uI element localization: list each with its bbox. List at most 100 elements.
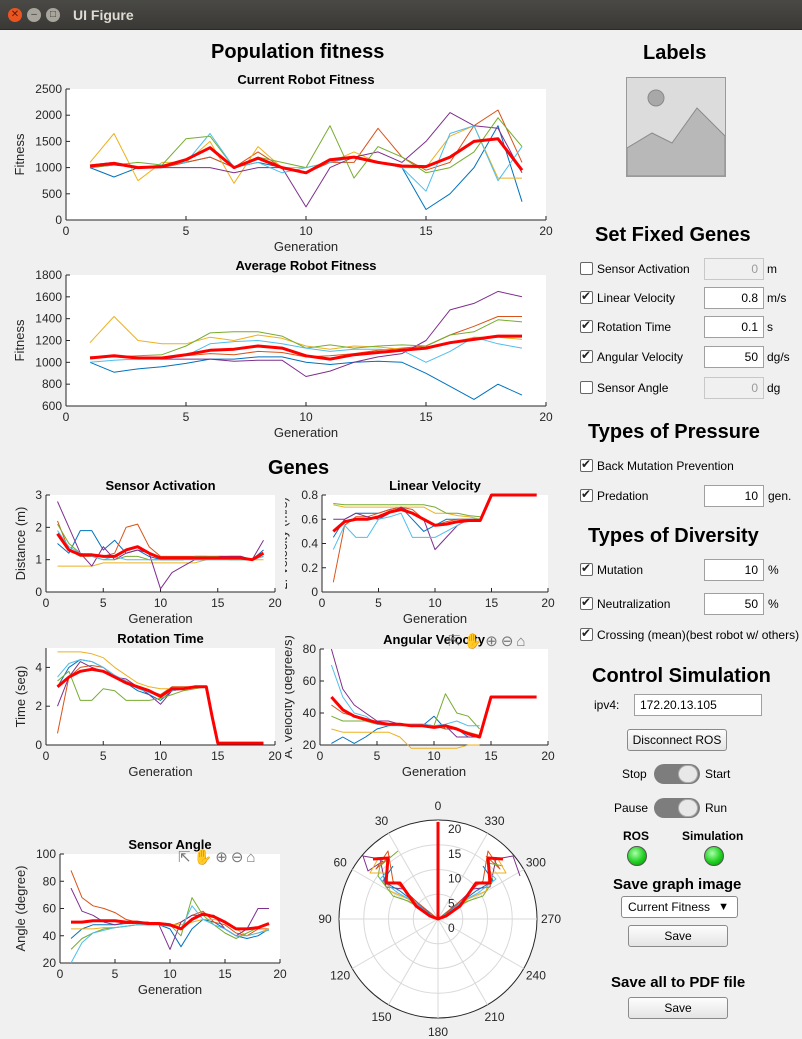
sensor-angle-chart[interactable]: 0 5 10 15 20 20 40 60 80 100 Sensor Angle Generatio… — [10, 800, 295, 1000]
x-tick-label: 0 — [319, 596, 326, 610]
minimize-window-button[interactable]: – — [27, 8, 41, 22]
y-tick-label: 2000 — [35, 108, 62, 122]
mean-series-line — [330, 695, 537, 739]
x-tick-label: 5 — [100, 749, 107, 763]
export-icon[interactable]: ⇱ — [178, 849, 194, 866]
dropdown-arrow-icon: ▼ — [718, 901, 729, 913]
back-mutation-checkbox[interactable] — [580, 457, 593, 472]
zoom-in-icon[interactable]: ⊕ — [485, 633, 501, 650]
polar-radius-label: 15 — [448, 847, 462, 861]
y-tick-label: 0.2 — [301, 561, 318, 575]
pan-hand-icon[interactable]: ✋ — [193, 849, 216, 866]
window-title: UI Figure — [73, 7, 134, 23]
rotation-time-chart[interactable]: 0 5 10 15 20 0 2 4 Rotation Time Generation Time (… — [10, 630, 285, 782]
disconnect-ros-button[interactable]: Disconnect ROS — [627, 729, 727, 751]
zoom-out-icon[interactable]: ⊖ — [230, 849, 247, 866]
x-tick-label: 20 — [539, 410, 553, 424]
fixed-gene-unit: dg/s — [767, 350, 790, 364]
chart-title: Sensor Activation — [105, 478, 215, 493]
home-icon[interactable]: ⌂ — [246, 849, 259, 866]
ipv4-input[interactable]: 172.20.13.105 — [634, 694, 762, 716]
fixed-gene-checkbox[interactable] — [580, 262, 593, 275]
fixed-gene-checkbox[interactable] — [580, 318, 593, 333]
labels-title: Labels — [643, 42, 707, 64]
save-graph-button[interactable]: Save — [628, 925, 728, 947]
neutralization-unit: % — [768, 597, 779, 611]
mutation-field[interactable]: 10 — [704, 559, 764, 581]
fixed-gene-value-field[interactable]: 0.1 — [704, 316, 764, 338]
predation-label: Predation — [597, 489, 649, 503]
x-tick-label: 20 — [541, 749, 555, 763]
mutation-checkbox[interactable] — [580, 561, 593, 576]
maximize-window-button[interactable]: □ — [46, 8, 60, 22]
save-pdf-button[interactable]: Save — [628, 997, 728, 1019]
ros-lamp-label: ROS — [623, 829, 650, 843]
fixed-gene-value-field[interactable]: 0.8 — [704, 287, 764, 309]
zoom-out-icon[interactable]: ⊖ — [500, 633, 517, 650]
x-tick-label: 15 — [419, 410, 433, 424]
x-tick-label: 20 — [268, 596, 282, 610]
fixed-gene-checkbox[interactable] — [580, 381, 593, 394]
y-tick-label: 40 — [303, 706, 317, 720]
fixed-gene-checkbox[interactable] — [580, 348, 593, 363]
robot-series-line — [333, 504, 481, 520]
fixed-gene-value-field[interactable]: 50 — [704, 346, 764, 368]
current-fitness-chart[interactable]: 0 5 10 15 20 0 500 1000 1500 2000 2500 Current Robo… — [10, 70, 570, 256]
robot-series-line — [57, 670, 207, 701]
save-pdf-title: Save all to PDF file — [611, 974, 746, 991]
angular-velocity-chart[interactable]: 0 5 10 15 20 20 40 60 80 Angular Velocity Generati… — [285, 630, 560, 782]
neutralization-field[interactable]: 50 — [704, 593, 764, 615]
window-titlebar: ✕ – □ UI Figure — [0, 0, 802, 30]
y-tick-label: 100 — [36, 847, 56, 861]
neutralization-checkbox[interactable] — [580, 595, 593, 610]
x-axis-label: Generation — [403, 611, 467, 626]
fixed-gene-value-field[interactable]: 0 — [704, 377, 764, 399]
y-tick-label: 1200 — [35, 334, 62, 348]
start-stop-switch[interactable] — [654, 764, 700, 784]
export-icon[interactable]: ⇱ — [448, 633, 464, 650]
y-axis-label: Fitness — [12, 319, 27, 361]
switch-knob[interactable] — [678, 765, 698, 783]
robot-series-line — [333, 503, 481, 518]
angular-chart-toolbar[interactable]: ⇱✋⊕⊖⌂ — [448, 632, 548, 650]
polar-angle-label: 30 — [375, 814, 389, 828]
mean-series-line — [71, 912, 270, 931]
pause-run-switch[interactable] — [654, 798, 700, 818]
x-tick-label: 15 — [419, 224, 433, 238]
sensor-activation-chart[interactable]: 0 5 10 15 20 0 1 2 3 Sensor Activation Generation D… — [10, 476, 285, 628]
mutation-label: Mutation — [597, 563, 644, 577]
polar-spoke — [352, 918, 439, 969]
linear-velocity-chart[interactable]: 0 5 10 15 20 0 0.2 0.4 0.6 0.8 Linear Velocity Gene… — [285, 476, 560, 628]
graph-select-dropdown[interactable]: Current Fitness ▼ — [621, 896, 738, 918]
mean-series-line — [56, 667, 264, 745]
predation-checkbox[interactable] — [580, 487, 593, 502]
sensor-angle-polar-chart[interactable]: 0 330 300 270 240 210 180 150 120 90 60 30 20 15 10 5 0 — [305, 800, 575, 1039]
x-axis-label: Generation — [274, 425, 338, 440]
sensor-angle-chart-toolbar[interactable]: ⇱✋⊕⊖⌂ — [178, 848, 278, 866]
x-tick-label: 5 — [112, 967, 119, 981]
save-graph-image-title: Save graph image — [613, 876, 742, 893]
y-tick-label: 1000 — [35, 161, 62, 175]
fixed-gene-label: Sensor Activation — [597, 262, 690, 276]
polar-radius-label: 5 — [448, 896, 455, 910]
close-window-button[interactable]: ✕ — [8, 8, 22, 22]
polar-angle-label: 0 — [435, 800, 442, 813]
robot-series-line — [331, 728, 480, 749]
crossing-checkbox[interactable] — [580, 626, 593, 641]
y-axis-label: Fitness — [12, 133, 27, 175]
predation-field[interactable]: 10 — [704, 485, 764, 507]
x-tick-label: 10 — [163, 967, 177, 981]
pan-hand-icon[interactable]: ✋ — [463, 633, 486, 650]
robot-series-line — [57, 530, 264, 561]
x-tick-label: 15 — [211, 596, 225, 610]
home-icon[interactable]: ⌂ — [516, 633, 529, 650]
mutation-unit: % — [768, 563, 779, 577]
robot-series-line — [89, 125, 523, 192]
robot-series-line — [57, 501, 264, 590]
average-fitness-chart[interactable]: 0 5 10 15 20 600 800 1000 1200 1400 1600 1800 Averag… — [10, 256, 570, 442]
chart-title: Angular Velocity — [383, 632, 486, 647]
fixed-gene-checkbox[interactable] — [580, 289, 593, 304]
fixed-gene-value-field[interactable]: 0 — [704, 258, 764, 280]
switch-knob[interactable] — [678, 799, 698, 817]
zoom-in-icon[interactable]: ⊕ — [215, 849, 231, 866]
